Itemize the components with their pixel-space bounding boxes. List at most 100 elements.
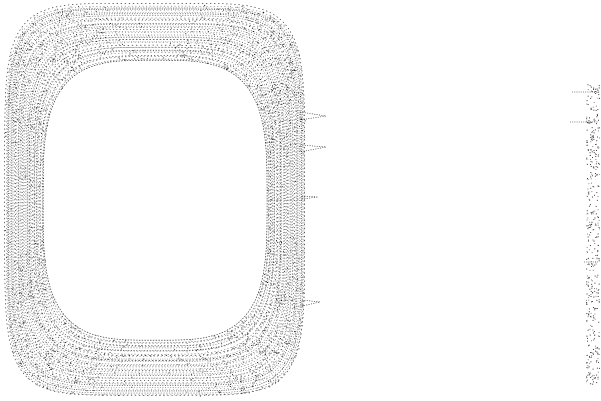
fragment-dot <box>586 367 587 368</box>
stipple-dot <box>271 64 272 65</box>
stipple-dot <box>43 324 44 325</box>
stipple-dot <box>122 34 123 35</box>
stipple-dot <box>98 32 99 33</box>
fragment-dot <box>598 335 599 336</box>
stipple-dot <box>232 338 233 339</box>
fragment-dot <box>587 234 588 235</box>
stipple-dot <box>244 7 245 8</box>
stipple-dot <box>27 125 28 126</box>
stipple-dot <box>254 70 255 71</box>
stipple-dot <box>60 335 61 336</box>
stipple-dot <box>292 37 293 38</box>
stipple-dot <box>37 379 38 380</box>
stipple-dot <box>35 166 36 167</box>
stipple-dot <box>267 304 268 305</box>
stipple-dot <box>241 65 242 66</box>
stipple-dot <box>61 352 62 353</box>
stipple-dot <box>26 254 27 255</box>
stipple-dot <box>216 366 217 367</box>
stipple-dot <box>52 348 53 349</box>
stipple-dot <box>55 61 56 62</box>
stipple-dot <box>50 349 51 350</box>
stipple-dot <box>81 364 82 365</box>
stipple-dot <box>75 369 76 370</box>
stipple-dot <box>296 111 297 112</box>
fragment-dot <box>591 288 592 289</box>
stipple-dot <box>260 367 261 368</box>
stipple-dot <box>254 315 255 316</box>
stipple-dot <box>70 327 71 328</box>
stipple-dot <box>193 373 194 374</box>
stipple-dot <box>262 25 263 26</box>
stipple-dot <box>74 382 75 383</box>
stipple-dot <box>273 33 274 34</box>
stipple-dot <box>260 79 261 80</box>
stipple-dot <box>78 6 79 7</box>
stipple-dot <box>206 8 207 9</box>
fragment-dot <box>594 378 595 379</box>
stipple-dot <box>270 164 271 165</box>
stipple-dot <box>80 68 81 69</box>
stipple-dot <box>268 113 269 114</box>
stipple-dot <box>266 66 267 67</box>
stipple-dot <box>275 383 276 384</box>
stipple-dot <box>181 359 182 360</box>
stipple-dot <box>17 82 18 83</box>
stipple-dot <box>34 18 35 19</box>
stipple-dot <box>27 263 28 264</box>
fragment-dot <box>589 224 590 225</box>
stipple-dot <box>282 139 283 140</box>
stipple-dot <box>54 344 55 345</box>
stipple-dot <box>261 336 262 337</box>
stipple-dot <box>271 239 272 240</box>
stipple-dot <box>286 89 287 90</box>
stipple-dot <box>72 13 73 14</box>
stipple-dot <box>73 346 74 347</box>
stipple-dot <box>19 65 20 66</box>
stipple-dot <box>33 215 34 216</box>
stipple-dot <box>37 372 38 373</box>
stipple-dot <box>280 237 281 238</box>
stipple-dot <box>84 45 85 46</box>
stipple-dot <box>104 394 105 395</box>
stipple-dot <box>289 330 290 331</box>
stipple-dot <box>41 283 42 284</box>
stipple-dot <box>76 34 77 35</box>
fragment-dot <box>593 107 594 108</box>
stipple-dot <box>290 73 291 74</box>
stipple-dot <box>272 142 273 143</box>
stipple-dot <box>300 289 301 290</box>
fragment-dot <box>591 109 592 110</box>
fragment-dot <box>592 326 593 327</box>
stipple-dot <box>102 387 103 388</box>
stipple-dot <box>269 340 270 341</box>
stipple-dot <box>28 378 29 379</box>
stipple-dot <box>260 291 261 292</box>
stipple-dot <box>255 345 256 346</box>
fragment-dot <box>596 300 597 301</box>
stipple-dot <box>98 377 99 378</box>
stipple-dot <box>242 51 243 52</box>
stipple-dot <box>217 24 218 25</box>
stipple-dot <box>287 51 288 52</box>
stipple-dot <box>23 289 24 290</box>
stipple-dot <box>22 351 23 352</box>
stipple-dot <box>274 359 275 360</box>
fragment-dot <box>599 301 600 302</box>
stipple-dot <box>268 136 269 137</box>
fragment-dot <box>596 140 597 141</box>
stipple-dot <box>268 372 269 373</box>
stipple-dot <box>246 54 247 55</box>
stipple-dot <box>80 55 81 56</box>
stipple-dot <box>33 297 34 298</box>
stipple-dot <box>284 337 285 338</box>
stipple-dot <box>273 262 274 263</box>
fragment-dot <box>597 89 598 90</box>
stipple-dot <box>54 327 55 328</box>
stipple-dot <box>40 46 41 47</box>
stipple-dot <box>266 263 267 264</box>
fragment-dot <box>587 178 588 179</box>
stipple-dot <box>65 323 66 324</box>
stipple-dot <box>110 377 111 378</box>
stipple-dot <box>197 349 198 350</box>
